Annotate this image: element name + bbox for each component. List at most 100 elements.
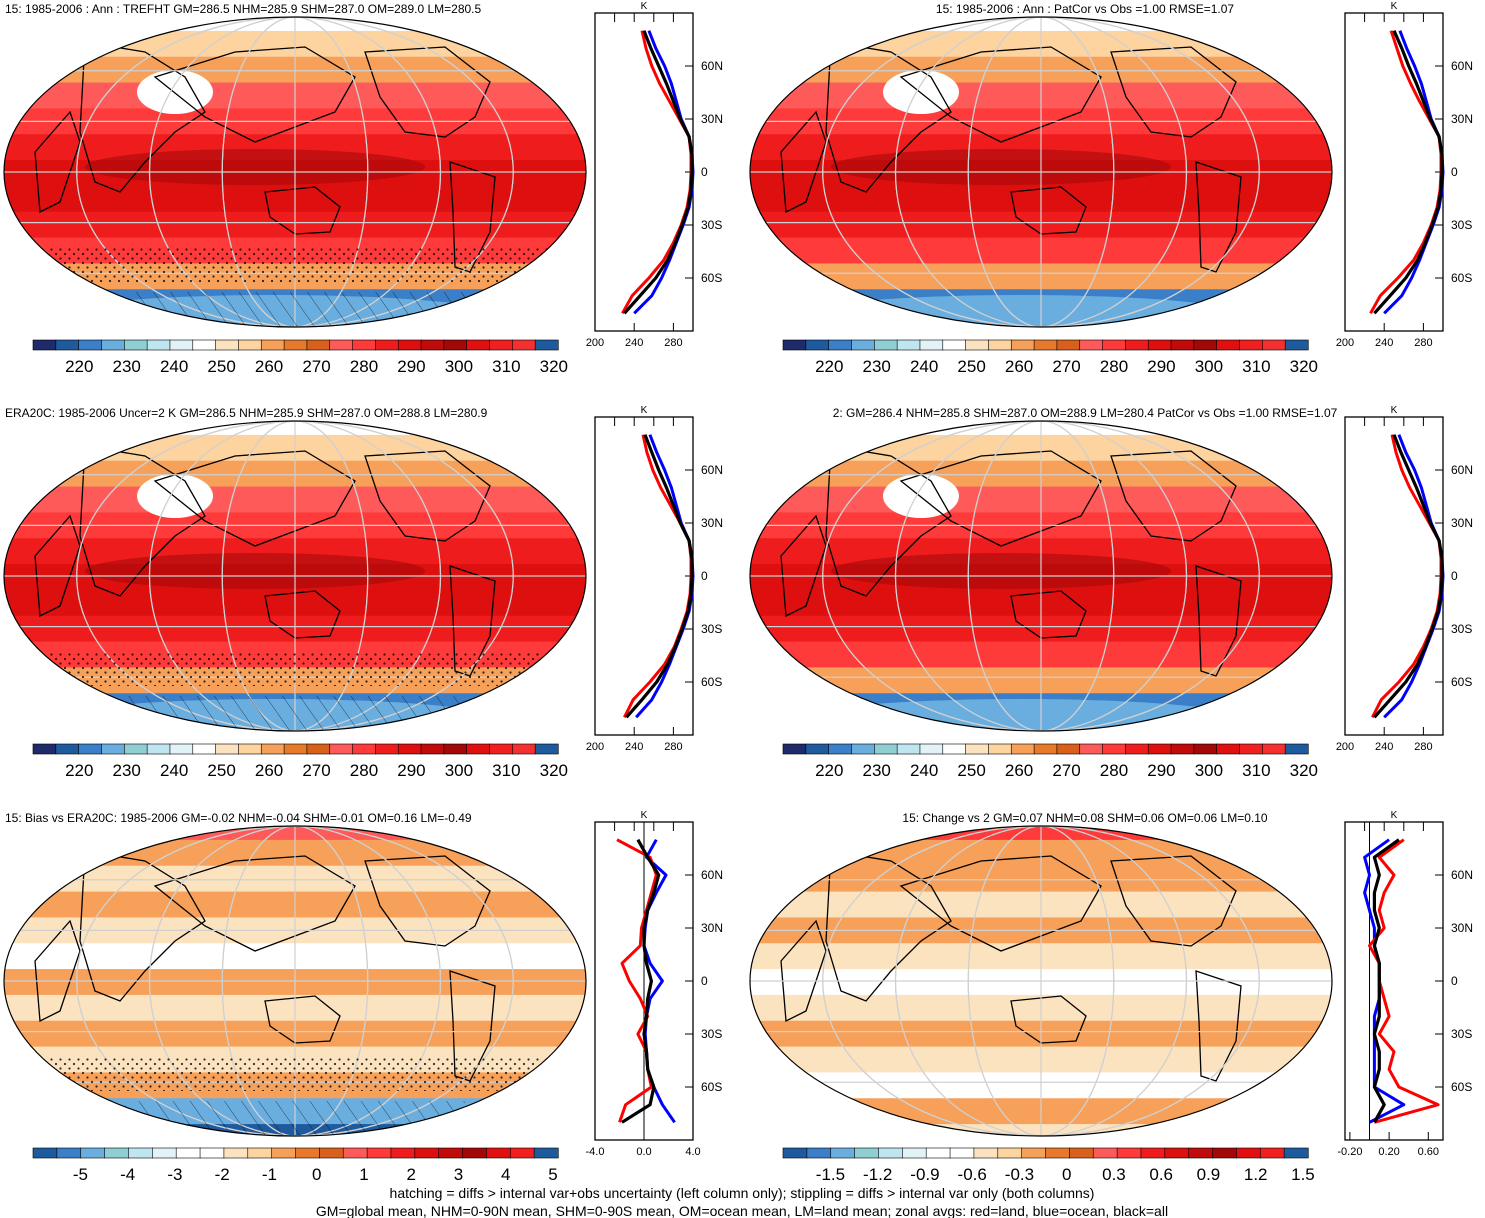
coastline	[899, 855, 1102, 952]
zonal-x-tick-label: 0.60	[1418, 1146, 1439, 1158]
colorbar-tick-label: -0.3	[1005, 1165, 1034, 1184]
lat-band	[750, 1046, 1332, 1075]
colorbar-swatch	[512, 743, 536, 755]
zonal-lat-label: 0	[1451, 569, 1458, 583]
colorbar-swatch	[874, 339, 898, 351]
colorbar-swatch	[486, 1147, 511, 1159]
coastline	[825, 41, 952, 193]
zonal-unit: K	[1391, 810, 1398, 821]
colorbar-tick-label: -0.9	[910, 1165, 939, 1184]
map-panel-2: 15: 1985-2006 : Ann : PatCor vs Obs =1.0…	[749, 2, 1333, 328]
colorbar-swatch	[101, 339, 125, 351]
colorbar-swatch	[534, 339, 559, 351]
colorbar-tick-label: 310	[1242, 761, 1270, 780]
colorbar-swatch	[1284, 339, 1309, 351]
colorbar-swatch	[192, 743, 217, 755]
map-field	[4, 421, 586, 731]
zonal-x-tick-label: 4.0	[685, 1146, 700, 1158]
colorbar-6: -1.5 -1.2 -0.9 -0.6 -0.3 0 0.3 0.6 0.9 1.2 1.5	[782, 1147, 1315, 1184]
zonal-lat-label: 0	[1451, 974, 1458, 988]
colorbar-swatch	[375, 743, 399, 755]
colorbar-tick-label: 1.5	[1291, 1165, 1315, 1184]
zonal-lat-label: 30N	[1451, 516, 1473, 530]
colorbar-swatch	[238, 743, 262, 755]
lat-band	[750, 839, 1332, 868]
colorbar-swatch	[247, 1147, 273, 1159]
colorbar-tick-label: 260	[255, 357, 283, 376]
meridian	[221, 421, 369, 731]
map-outline	[749, 420, 1333, 732]
colorbar-tick-label: -1.5	[816, 1165, 845, 1184]
zonal-line-ocean	[633, 30, 695, 315]
zonal-x-tick-label: 0.20	[1378, 1146, 1399, 1158]
meridian	[822, 421, 1260, 731]
colorbar-swatch	[32, 339, 57, 351]
zonal-panel-5: K -4.0 0.0 4.0 60N 30N 0 30S 60S	[586, 810, 724, 1158]
colorbar-tick-label: 240	[910, 761, 938, 780]
tibet-cold	[137, 474, 213, 518]
colorbar-swatch	[1239, 339, 1263, 351]
colorbar-swatch	[489, 339, 513, 351]
colorbar-swatch	[101, 743, 125, 755]
colorbar-swatch	[830, 1147, 856, 1159]
colorbar-swatch	[534, 743, 559, 755]
colorbar-swatch	[1116, 1147, 1142, 1159]
coastline	[825, 850, 952, 1002]
meridian	[76, 17, 514, 327]
colorbar-tick-label: 300	[1195, 761, 1223, 780]
zonal-lat-label: 30N	[701, 921, 723, 935]
colorbar-swatch	[55, 339, 80, 351]
hatching	[125, 696, 465, 731]
colorbar-tick-label: 1	[359, 1165, 368, 1184]
colorbar-swatch	[420, 743, 445, 755]
colorbar-1: 220 230 240 250 260 270 280 290 300 310 320	[32, 339, 568, 376]
zonal-x-tick-label: -4.0	[586, 1146, 605, 1158]
colorbar-swatch	[319, 1147, 344, 1159]
colorbar-swatch	[1216, 339, 1241, 351]
colorbar-swatch	[260, 339, 285, 351]
lat-band	[750, 1098, 1332, 1127]
zonal-unit: K	[641, 1, 648, 12]
zonal-lat-label: 0	[701, 974, 708, 988]
zonal-line-ocean	[635, 434, 695, 719]
zonal-x-tick-label: 240	[625, 337, 643, 349]
hatching	[125, 1101, 465, 1136]
colorbar-swatch	[997, 1147, 1023, 1159]
zonal-lat-label: 60S	[701, 675, 722, 689]
zonal-line-all	[1372, 838, 1400, 1124]
colorbar-tick-label: 270	[1052, 761, 1080, 780]
panel-title: 15: 1985-2006 : Ann : TREFHT GM=286.5 NH…	[5, 2, 481, 16]
zonal-lat-label: 30S	[701, 1027, 722, 1041]
colorbar-swatch	[1147, 339, 1172, 351]
colorbar-swatch	[1092, 1147, 1118, 1159]
colorbar-swatch	[420, 339, 445, 351]
lat-band	[750, 641, 1332, 670]
zonal-x-tick-label: 200	[586, 741, 604, 753]
graticule	[750, 421, 1332, 731]
colorbar-swatch	[874, 743, 898, 755]
map-panel-6: 15: Change vs 2 GM=0.07 NHM=0.08 SHM=0.0…	[749, 811, 1333, 1137]
map-panel-3: ERA20C: 1985-2006 Uncer=2 K GM=286.5 NHM…	[3, 406, 587, 732]
zonal-panel-2: K 200 240 280 60N 30N 0 30S 60S	[1336, 1, 1473, 349]
colorbar-swatch	[352, 339, 376, 351]
colorbar-swatch	[104, 1147, 130, 1159]
colorbar-swatch	[509, 1147, 535, 1159]
colorbar-swatch	[973, 1147, 999, 1159]
colorbar-swatch	[489, 743, 513, 755]
coastline	[1195, 970, 1242, 1082]
colorbar-tick-label: 240	[160, 357, 188, 376]
colorbar-swatch	[782, 743, 807, 755]
colorbar-swatch	[1010, 339, 1035, 351]
colorbar-swatch	[397, 339, 422, 351]
stippling	[4, 651, 586, 686]
colorbar-swatch	[329, 339, 354, 351]
colorbar-tick-label: -5	[73, 1165, 88, 1184]
colorbar-swatch	[438, 1147, 464, 1159]
colorbar-tick-label: 240	[160, 761, 188, 780]
coastline	[264, 590, 341, 639]
colorbar-tick-label: 220	[65, 357, 93, 376]
zonal-unit: K	[1391, 1, 1398, 12]
colorbar-swatch	[80, 1147, 106, 1159]
map-field	[750, 421, 1332, 731]
colorbar-tick-label: 280	[1100, 761, 1128, 780]
